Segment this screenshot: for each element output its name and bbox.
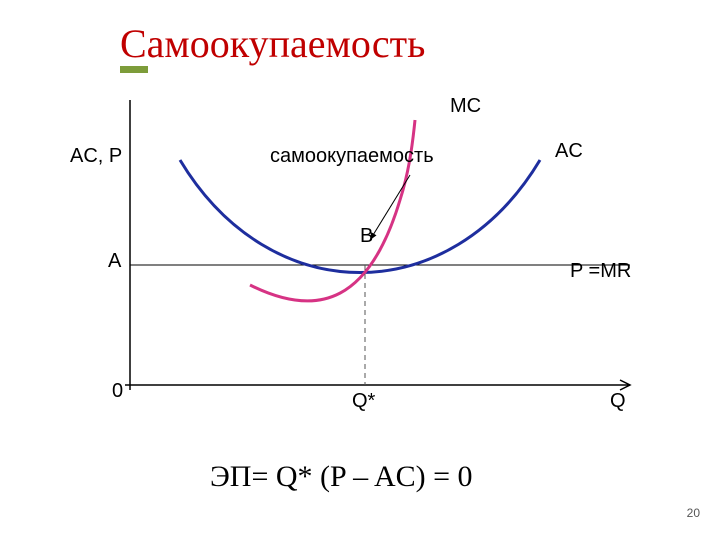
title-text: Самоокупаемость	[120, 21, 425, 66]
slide: Самоокупаемость AC, P MC AC самоокупаем	[0, 0, 720, 540]
page-number: 20	[687, 506, 700, 520]
title-accent	[120, 66, 148, 73]
mc-label: MC	[450, 95, 481, 118]
pmr-label: P =MR	[570, 260, 631, 283]
chart-container: AC, P MC AC самоокупаемость A B 0 Q* Q P…	[70, 90, 670, 430]
qstar-label: Q*	[352, 390, 375, 413]
a-label: A	[108, 250, 121, 273]
formula: ЭП= Q* (P – AC) = 0	[210, 460, 473, 494]
origin-label: 0	[112, 380, 123, 403]
ac-curve	[180, 160, 540, 273]
y-axis-label: AC, P	[70, 145, 122, 168]
q-label: Q	[610, 390, 626, 413]
samo-label: самоокупаемость	[270, 145, 434, 168]
ac-label: AC	[555, 140, 583, 163]
page-title: Самоокупаемость	[120, 20, 425, 67]
b-label: B	[360, 225, 373, 248]
